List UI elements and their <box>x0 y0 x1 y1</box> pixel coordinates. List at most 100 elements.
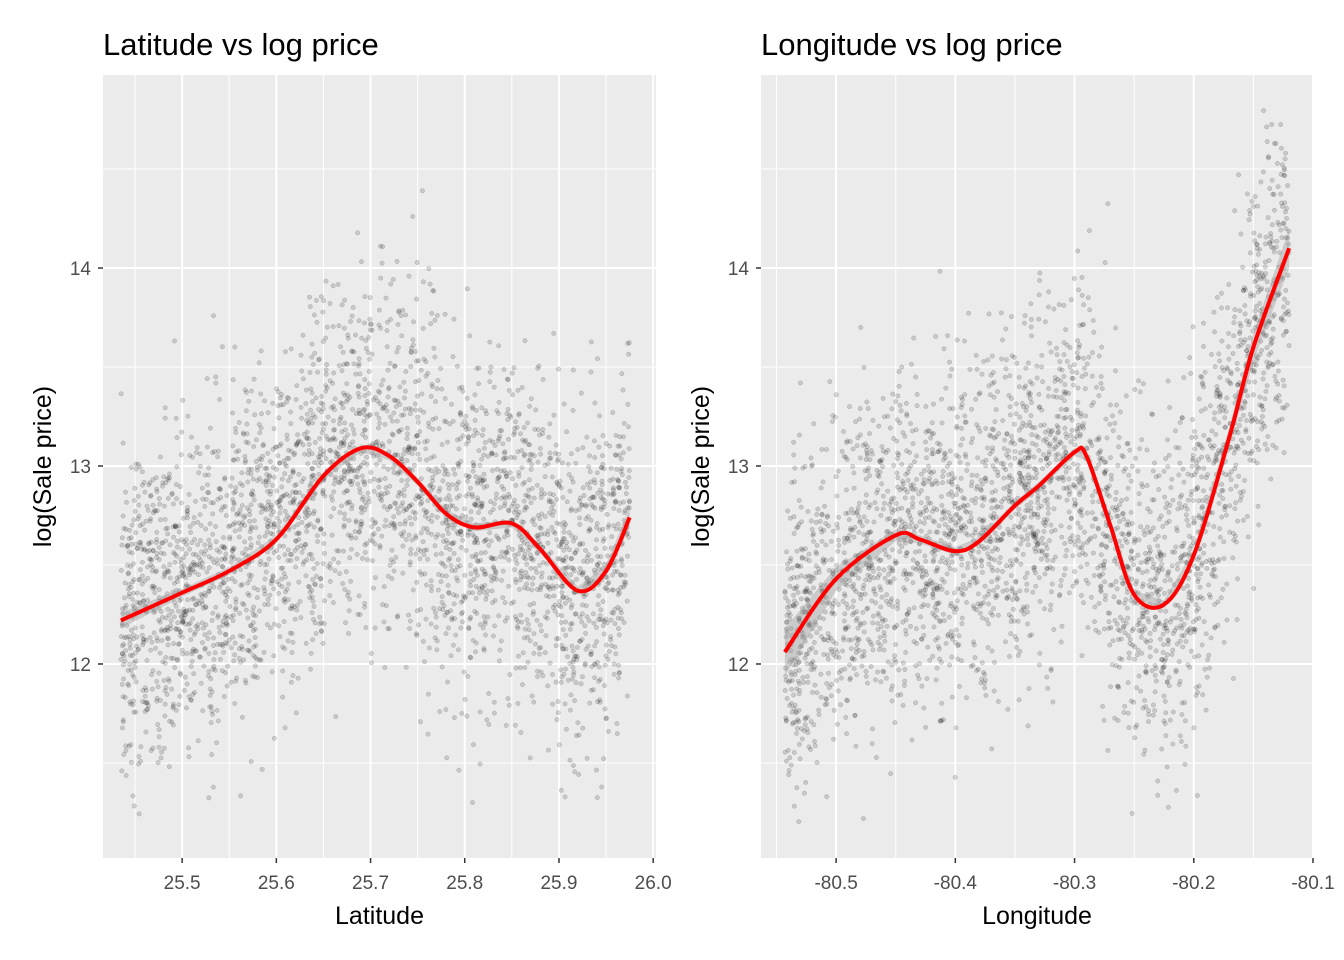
data-point <box>611 562 617 568</box>
data-point <box>459 384 465 390</box>
data-point <box>150 477 156 483</box>
data-point <box>538 495 544 501</box>
data-point <box>222 504 228 509</box>
data-point <box>521 540 527 546</box>
data-point <box>135 461 141 467</box>
data-point <box>284 436 290 442</box>
data-point <box>619 472 625 478</box>
data-point <box>387 504 393 510</box>
data-point <box>414 579 420 585</box>
data-point <box>301 476 307 482</box>
data-point <box>995 612 1001 618</box>
data-point <box>517 665 523 671</box>
data-point <box>290 639 296 645</box>
data-point <box>323 383 329 389</box>
data-point <box>510 392 515 398</box>
data-point <box>418 719 423 725</box>
data-point <box>578 390 584 396</box>
data-point <box>548 499 554 505</box>
data-point <box>918 614 923 620</box>
data-point <box>580 485 586 491</box>
data-point <box>1223 409 1229 414</box>
data-point <box>481 445 487 451</box>
data-point <box>967 366 973 372</box>
data-point <box>557 598 563 604</box>
data-point <box>575 720 581 726</box>
data-point <box>247 518 253 524</box>
data-point <box>457 493 462 499</box>
data-point <box>154 537 160 542</box>
data-point <box>482 477 487 483</box>
data-point <box>509 476 515 482</box>
data-point <box>481 516 487 522</box>
data-point <box>1163 618 1169 624</box>
data-point <box>545 540 551 546</box>
data-point <box>524 581 530 587</box>
data-point <box>281 597 287 603</box>
data-point <box>128 759 134 765</box>
data-point <box>397 470 403 475</box>
data-point <box>500 595 506 601</box>
data-point <box>207 521 213 527</box>
data-point <box>242 460 248 465</box>
data-point <box>1193 487 1199 492</box>
data-point <box>488 499 494 505</box>
data-point <box>465 435 471 441</box>
data-point <box>1090 318 1096 323</box>
data-point <box>1090 550 1096 556</box>
data-point <box>835 688 841 694</box>
data-point <box>1259 347 1265 353</box>
data-point <box>263 507 269 513</box>
data-point <box>451 592 457 598</box>
data-point <box>506 436 511 442</box>
data-point <box>486 543 492 548</box>
data-point <box>245 479 251 485</box>
data-point <box>1147 631 1153 636</box>
data-point <box>531 650 537 656</box>
data-point <box>468 509 474 515</box>
data-point <box>624 598 630 604</box>
data-point <box>436 488 442 494</box>
data-point <box>310 473 316 479</box>
data-point <box>184 705 189 711</box>
data-point <box>345 469 351 475</box>
data-point <box>992 557 998 563</box>
data-point <box>503 473 509 479</box>
data-point <box>577 542 583 548</box>
data-point <box>305 461 311 467</box>
data-point <box>1285 308 1291 314</box>
data-point <box>311 312 317 318</box>
data-point <box>786 772 792 778</box>
data-point <box>564 499 570 505</box>
data-point <box>277 498 283 504</box>
data-point <box>372 519 378 525</box>
data-point <box>567 757 573 763</box>
data-point <box>184 511 190 517</box>
data-point <box>1211 416 1217 422</box>
data-point <box>587 453 593 459</box>
data-point <box>278 402 284 408</box>
data-point <box>177 670 183 676</box>
data-point <box>304 435 310 441</box>
data-point <box>228 555 234 560</box>
data-point <box>395 613 401 619</box>
data-point <box>406 532 412 538</box>
data-point <box>989 648 995 654</box>
data-point <box>445 609 451 615</box>
data-point <box>1069 369 1075 375</box>
data-point <box>351 431 357 437</box>
data-point <box>251 518 257 524</box>
data-point <box>904 489 910 495</box>
data-point <box>155 722 161 727</box>
data-point <box>826 567 832 573</box>
data-point <box>149 672 155 678</box>
data-point <box>410 342 416 348</box>
data-point <box>193 552 199 558</box>
data-point <box>130 672 136 678</box>
data-point <box>958 475 964 481</box>
data-point <box>180 618 185 624</box>
data-point <box>233 599 239 605</box>
data-point <box>167 562 173 568</box>
data-point <box>1190 324 1196 330</box>
